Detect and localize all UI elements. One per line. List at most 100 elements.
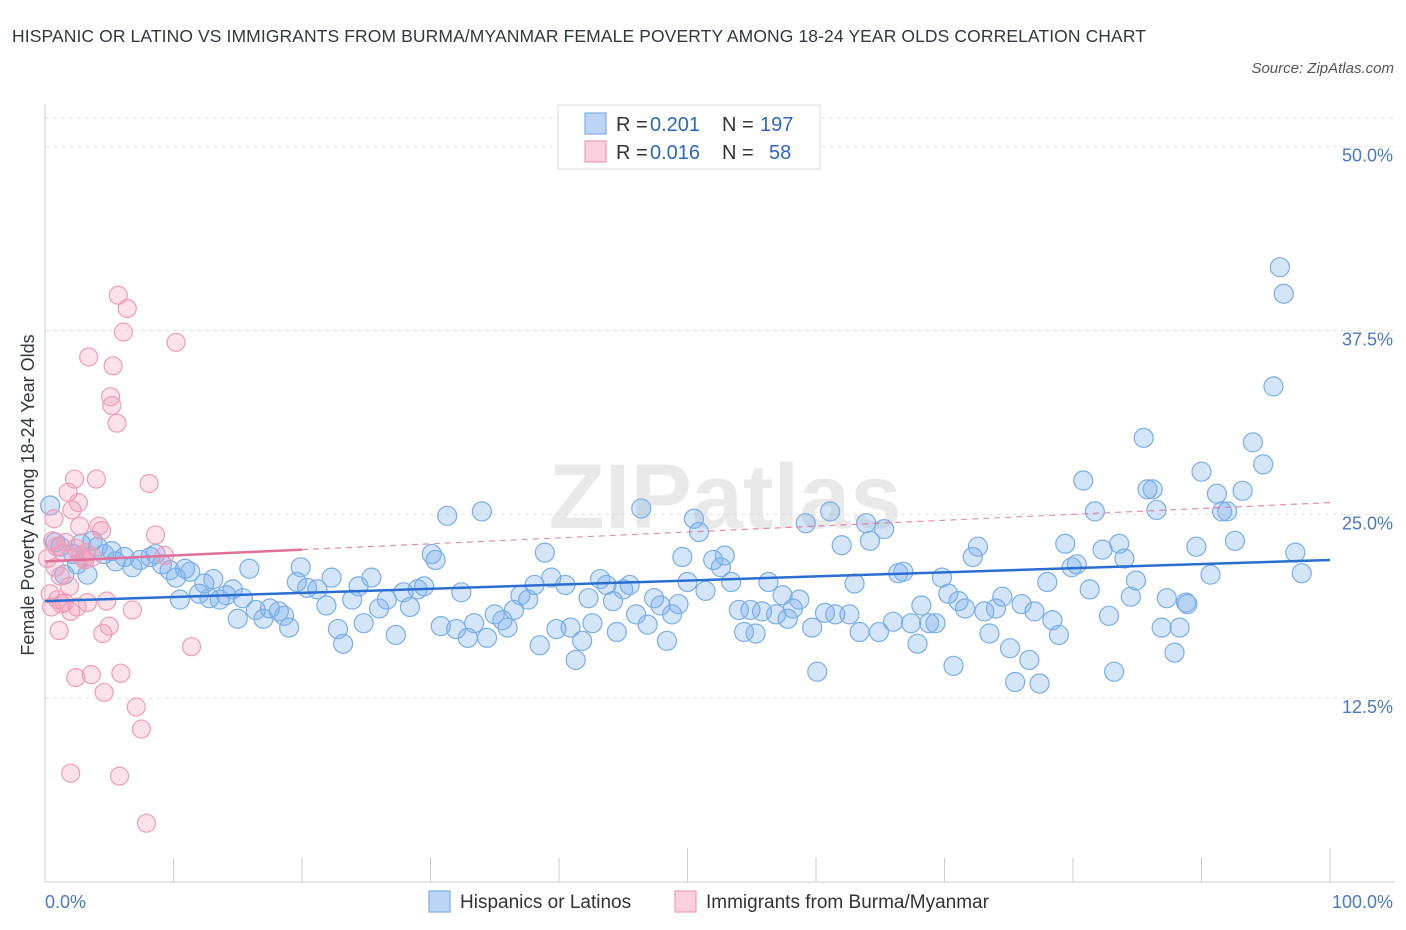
legend-pink-n-value: 58: [769, 142, 791, 164]
data-point-hispanic: [227, 608, 248, 629]
data-point-hispanic: [900, 613, 922, 634]
data-point-hispanic: [333, 633, 354, 654]
data-point-burma: [59, 576, 80, 597]
data-point-hispanic: [728, 599, 750, 621]
axes: [44, 104, 1395, 883]
y-tick-label: 12.5%: [1342, 697, 1393, 717]
data-point-hispanic: [1066, 554, 1087, 575]
data-point-hispanic: [1177, 593, 1198, 615]
data-point-burma: [49, 620, 69, 641]
legend-blue-n-label: N =: [722, 114, 754, 136]
data-point-hispanic: [893, 561, 914, 582]
y-tick-label: 37.5%: [1342, 330, 1393, 350]
data-point-hispanic: [962, 546, 983, 568]
data-point-hispanic: [985, 598, 1007, 619]
data-point-hispanic: [1048, 624, 1069, 646]
data-point-hispanic: [831, 535, 852, 556]
data-point-burma: [81, 665, 101, 685]
x-tick-label: 0.0%: [45, 892, 86, 912]
data-point-hispanic: [999, 638, 1021, 659]
data-point-hispanic: [1175, 592, 1197, 613]
data-point-hispanic: [668, 593, 689, 615]
data-point-burma: [62, 500, 82, 520]
data-point-hispanic: [1273, 283, 1294, 304]
data-point-hispanic: [361, 567, 382, 588]
data-point-burma: [113, 322, 133, 342]
series-legend: Hispanics or Latinos Immigrants from Bur…: [428, 890, 990, 913]
data-point-hispanic: [802, 617, 823, 638]
data-point-hispanic: [189, 583, 210, 604]
data-point-hispanic: [683, 508, 705, 529]
data-point-hispanic: [1269, 257, 1290, 278]
legend-pink-n-label: N =: [722, 142, 754, 164]
bottom-legend-blue-swatch: [428, 890, 451, 913]
data-point-burma: [136, 813, 157, 833]
tick-labels: 12.5% 25.0% 37.5% 50.0% 0.0% 100.0%: [45, 146, 1393, 912]
data-point-hispanic: [203, 568, 224, 590]
data-point-hispanic: [943, 655, 964, 676]
data-point-hispanic: [273, 605, 295, 626]
data-point-hispanic: [464, 613, 485, 634]
data-point-hispanic: [1217, 501, 1238, 522]
legend-blue-r-label: R =: [616, 114, 648, 136]
data-point-burma: [94, 682, 114, 702]
data-point-hispanic: [856, 513, 877, 534]
data-point-burma: [79, 347, 99, 367]
y-tick-label: 25.0%: [1342, 513, 1393, 533]
legend-blue-r-value: 0.201: [650, 114, 700, 136]
chart-title: HISPANIC OR LATINO VS IMMIGRANTS FROM BU…: [12, 26, 1147, 46]
data-point-burma: [109, 766, 130, 786]
data-point-hispanic: [925, 613, 946, 634]
data-point-hispanic: [565, 649, 586, 671]
data-point-hispanic: [625, 604, 647, 625]
correlation-legend: R = 0.201 N = 197 R = 0.016 N = 58: [557, 104, 821, 170]
data-point-hispanic: [1263, 376, 1284, 397]
data-point-burma: [97, 591, 117, 611]
data-point-hispanic: [868, 621, 890, 643]
data-point-hispanic: [239, 558, 260, 579]
data-point-hispanic: [606, 621, 627, 643]
data-point-burma: [91, 520, 112, 541]
data-point-hispanic: [1169, 617, 1190, 638]
data-point-hispanic: [1186, 536, 1207, 557]
data-point-burma: [103, 356, 123, 376]
data-point-hispanic: [399, 596, 421, 618]
data-point-hispanic: [807, 661, 828, 682]
data-point-burma: [68, 492, 89, 513]
data-point-burma: [61, 763, 81, 783]
data-point-hispanic: [849, 621, 870, 643]
data-point-hispanic: [1164, 642, 1185, 663]
legend-blue-swatch: [584, 112, 607, 135]
data-point-hispanic: [1253, 454, 1274, 475]
data-point-hispanic: [882, 611, 904, 632]
bottom-legend-pink-swatch: [674, 890, 697, 913]
data-point-hispanic: [578, 588, 599, 609]
data-point-hispanic: [451, 582, 472, 603]
data-point-hispanic: [1079, 579, 1100, 600]
data-point-hispanic: [425, 549, 446, 571]
data-point-hispanic: [1291, 563, 1312, 584]
data-point-hispanic: [967, 536, 989, 557]
data-point-hispanic: [825, 604, 846, 625]
data-point-hispanic: [789, 589, 810, 610]
data-point-hispanic: [814, 602, 836, 623]
bottom-legend-pink-label: Immigrants from Burma/Myanmar: [706, 892, 990, 913]
legend-blue-n-value: 197: [760, 114, 793, 136]
data-point-burma: [77, 592, 98, 613]
data-point-hispanic: [1073, 470, 1094, 491]
data-point-hispanic: [1098, 605, 1120, 626]
data-point-hispanic: [954, 598, 976, 619]
data-point-burma: [82, 547, 103, 567]
data-point-hispanic: [572, 630, 593, 651]
data-point-burma: [107, 413, 127, 433]
data-point-hispanic: [911, 595, 932, 616]
data-point-hispanic: [1029, 673, 1050, 694]
data-point-hispanic: [672, 546, 693, 568]
data-point-burma: [86, 469, 107, 489]
data-point-hispanic: [1005, 671, 1026, 693]
data-point-hispanic: [979, 623, 1000, 644]
data-point-hispanic: [582, 613, 603, 634]
data-point-hispanic: [180, 561, 201, 582]
trendlines: [44, 501, 1331, 603]
